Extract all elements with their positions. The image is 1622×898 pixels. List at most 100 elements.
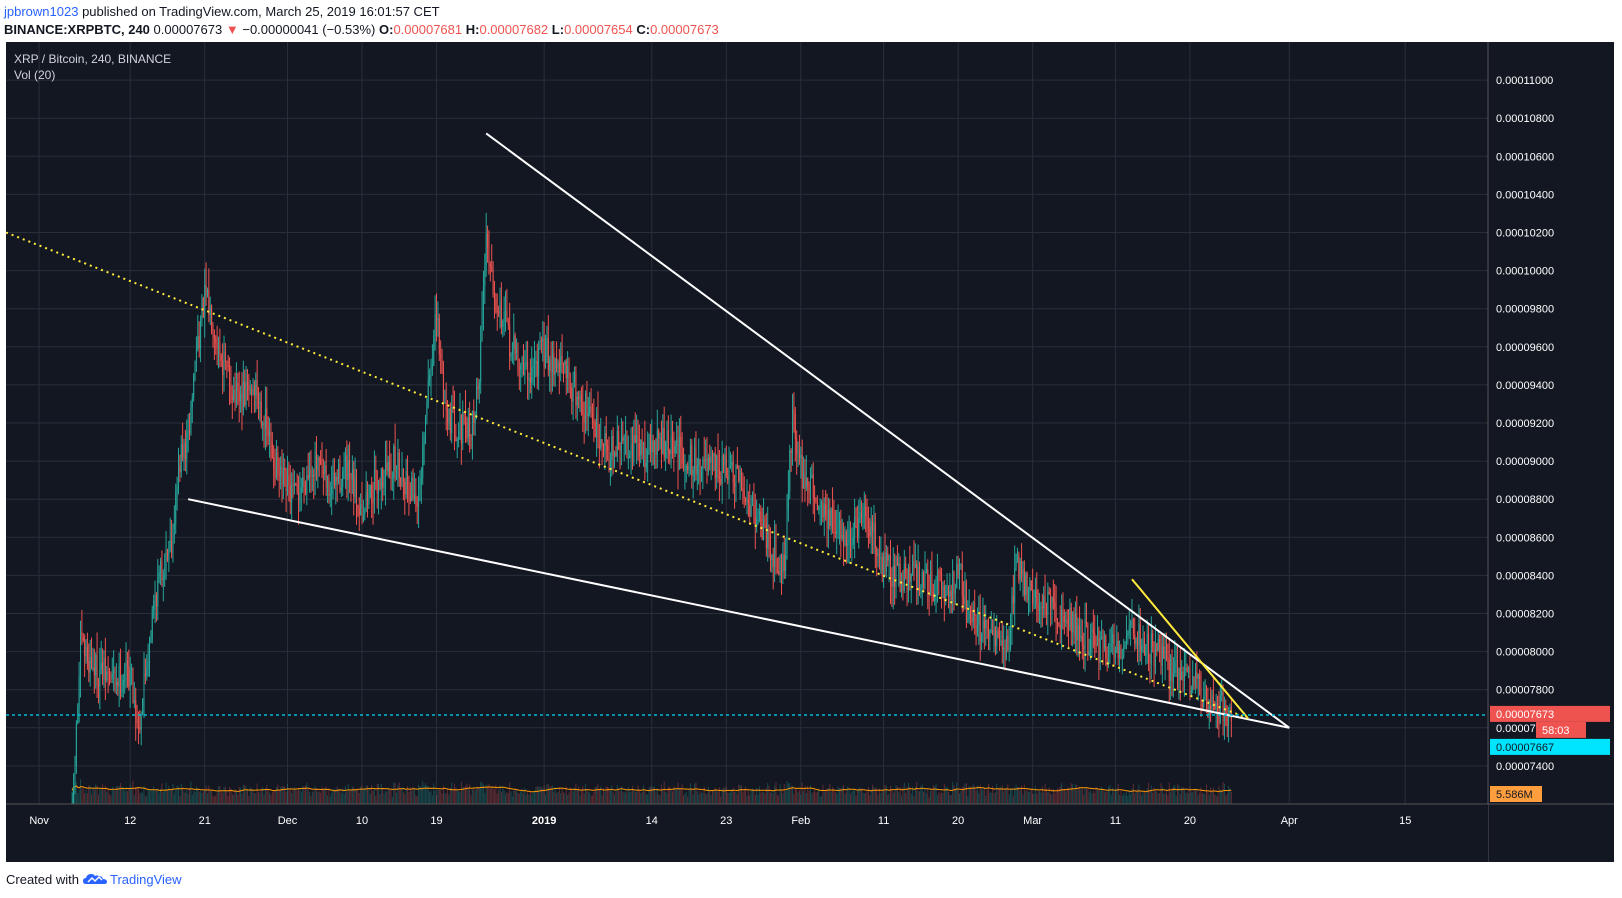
volume-bar xyxy=(620,785,622,804)
candle-body xyxy=(997,630,999,637)
candle-body xyxy=(1087,624,1089,656)
volume-bar xyxy=(833,790,835,804)
volume-bar xyxy=(1004,789,1006,804)
volume-bar xyxy=(756,787,758,804)
volume-bar xyxy=(396,792,398,804)
candle-body xyxy=(160,561,162,573)
volume-bar xyxy=(205,785,207,804)
volume-bar xyxy=(656,788,658,804)
candle-body xyxy=(114,669,116,686)
volume-bar xyxy=(593,791,595,804)
candle-body xyxy=(200,319,202,349)
volume-bar xyxy=(619,790,621,804)
volume-bar xyxy=(1197,795,1199,804)
volume-bar xyxy=(848,789,850,804)
candle-body xyxy=(625,436,627,438)
candle-body xyxy=(1109,644,1111,656)
candle-body xyxy=(466,421,468,439)
candle-body xyxy=(1218,709,1220,723)
time-axis-panel[interactable] xyxy=(6,804,1488,862)
volume-bar xyxy=(402,791,404,804)
volume-bar xyxy=(623,791,625,804)
volume-bar xyxy=(459,791,461,804)
volume-bar xyxy=(640,793,642,804)
volume-bar xyxy=(397,785,399,804)
volume-bar xyxy=(1058,788,1060,804)
candle-body xyxy=(1077,625,1079,641)
candle-body xyxy=(311,475,313,477)
candle-body xyxy=(179,465,181,473)
volume-bar xyxy=(74,788,76,804)
volume-bar xyxy=(307,788,309,804)
price-chart[interactable]: 0.000110000.000108000.000106000.00010400… xyxy=(5,42,1614,862)
tradingview-link[interactable]: TradingView xyxy=(110,872,182,887)
candle-body xyxy=(1119,646,1121,659)
candle-body xyxy=(482,286,484,311)
candle-body xyxy=(1194,672,1196,685)
volume-bar xyxy=(571,788,573,804)
volume-bar xyxy=(976,785,978,804)
volume-bar xyxy=(935,784,937,804)
volume-bar xyxy=(1215,794,1217,804)
volume-bar xyxy=(1134,793,1136,804)
volume-bar xyxy=(680,788,682,804)
volume-bar xyxy=(1152,792,1154,804)
candle-body xyxy=(1021,560,1023,575)
candle-body xyxy=(157,577,159,607)
volume-bar xyxy=(851,791,853,804)
volume-bar xyxy=(485,784,487,804)
candle-body xyxy=(979,614,981,641)
candle-body xyxy=(996,630,998,647)
volume-bar xyxy=(633,790,635,804)
candle-body xyxy=(910,573,912,583)
volume-bar xyxy=(1150,785,1152,804)
candle-body xyxy=(609,459,611,466)
volume-bar xyxy=(161,783,163,804)
candle-body xyxy=(939,572,941,574)
candle-body xyxy=(1154,642,1156,667)
candle-body xyxy=(237,382,239,391)
volume-bar xyxy=(896,786,898,804)
volume-bar xyxy=(422,781,424,804)
volume-bar xyxy=(311,791,313,804)
chart-container[interactable]: 0.00011000 0.00010800 0.00010600 0.00010400… xyxy=(5,42,1614,862)
volume-bar xyxy=(974,786,976,804)
volume-bar xyxy=(520,791,522,804)
candle-body xyxy=(734,482,736,487)
volume-bar xyxy=(655,792,657,804)
candle-body xyxy=(111,673,113,679)
volume-bar xyxy=(1010,788,1012,804)
author-link[interactable]: jpbrown1023 xyxy=(4,4,79,19)
volume-bar xyxy=(77,792,79,804)
candle-body xyxy=(1051,596,1053,609)
time-tick-label: 19 xyxy=(430,815,442,827)
candle-body xyxy=(1123,646,1125,657)
volume-bar xyxy=(194,791,196,804)
volume-bar xyxy=(743,788,745,804)
candle-body xyxy=(580,395,582,402)
volume-bar xyxy=(447,788,449,804)
candle-body xyxy=(709,457,711,463)
volume-bar xyxy=(934,785,936,804)
volume-bar xyxy=(270,794,272,804)
volume-bar xyxy=(95,784,97,804)
volume-bar xyxy=(477,786,479,804)
volume-bar xyxy=(978,793,980,804)
volume-bar xyxy=(575,783,577,804)
volume-bar xyxy=(125,786,127,804)
candle-body xyxy=(525,362,527,364)
candle-body xyxy=(931,571,933,592)
candle-body xyxy=(275,452,277,478)
volume-bar xyxy=(93,789,95,804)
candle-body xyxy=(680,436,682,448)
candle-body xyxy=(133,700,135,703)
trendlines[interactable] xyxy=(5,132,1488,729)
volume-bar xyxy=(369,793,371,804)
volume-bar xyxy=(600,786,602,804)
volume-bar xyxy=(1099,790,1101,804)
volume-bar xyxy=(355,790,357,804)
volume-bar xyxy=(1127,795,1129,804)
candle-body xyxy=(816,503,818,511)
candle-body xyxy=(234,389,236,403)
volume-bar xyxy=(118,785,120,804)
